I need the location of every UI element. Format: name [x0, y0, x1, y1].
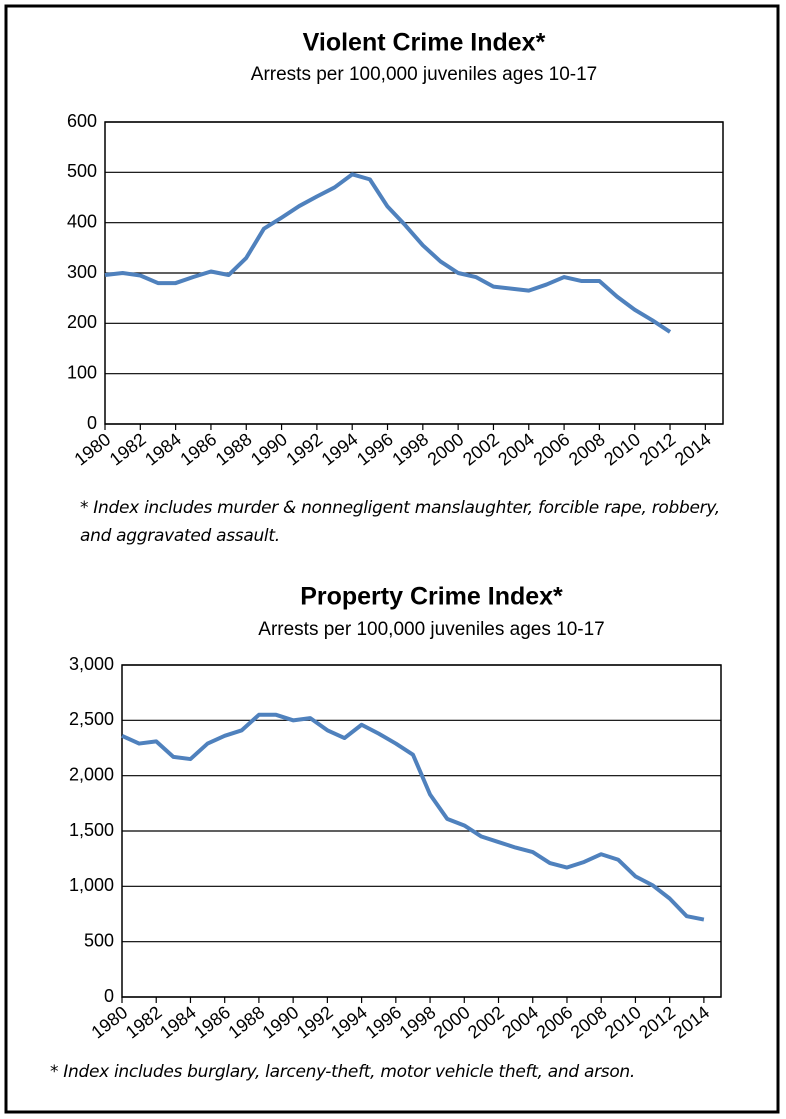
x-tick-label: 2006: [530, 429, 574, 469]
y-tick-label: 300: [67, 262, 97, 282]
x-tick-label: 1980: [88, 1002, 132, 1042]
y-tick-label: 500: [84, 930, 114, 950]
chart-title: Property Crime Index*: [300, 583, 563, 611]
x-tick-label: 1998: [396, 1002, 440, 1042]
plot-area: [104, 121, 724, 425]
x-tick-label: 1996: [353, 429, 397, 469]
chart-title: Violent Crime Index*: [303, 29, 546, 57]
frame: [4, 4, 780, 1114]
x-tick-label: 2000: [424, 429, 468, 469]
x-tick-label: 1984: [141, 429, 185, 469]
y-tick-label: 2,000: [69, 764, 114, 784]
x-tick-label: 1994: [327, 1002, 371, 1042]
x-tick-label: 1990: [247, 429, 291, 469]
x-tick-label: 1984: [156, 1002, 200, 1042]
chart-subtitle: Arrests per 100,000 juveniles ages 10-17: [258, 619, 604, 640]
x-tick-label: 1982: [122, 1002, 166, 1042]
chart-subtitle: Arrests per 100,000 juveniles ages 10-17: [251, 64, 597, 85]
y-tick-label: 500: [67, 161, 97, 181]
x-tick-label: 2006: [532, 1002, 576, 1042]
y-tick-label: 2,500: [69, 709, 114, 729]
x-tick-label: 1982: [106, 429, 150, 469]
footnote: * Index includes burglary, larceny-theft…: [50, 1062, 635, 1082]
x-tick-label: 2014: [671, 429, 715, 469]
x-tick-label: 2002: [464, 1002, 508, 1042]
x-tick-label: 1996: [361, 1002, 405, 1042]
plot-area: [121, 664, 722, 998]
y-tick-label: 3,000: [69, 654, 114, 674]
y-tick-label: 1,000: [69, 875, 114, 895]
y-tick-label: 400: [67, 211, 97, 231]
x-tick-label: 1992: [293, 1002, 337, 1042]
y-tick-label: 0: [87, 413, 97, 433]
x-tick-label: 2008: [565, 429, 609, 469]
x-tick-label: 2004: [498, 1002, 542, 1042]
data-line: [121, 712, 705, 922]
x-tick-label: 2012: [636, 429, 680, 469]
x-tick-label: 2000: [430, 1002, 474, 1042]
y-tick-label: 600: [67, 111, 97, 131]
x-tick-label: 2012: [635, 1002, 679, 1042]
x-tick-label: 2010: [600, 429, 644, 469]
x-tick-label: 2002: [459, 429, 503, 469]
y-tick-label: 1,500: [69, 820, 114, 840]
data-line: [104, 172, 672, 334]
x-tick-label: 2004: [494, 429, 538, 469]
x-tick-label: 2008: [567, 1002, 611, 1042]
x-tick-label: 2014: [669, 1002, 713, 1042]
x-tick-label: 1994: [318, 429, 362, 469]
x-tick-label: 1988: [224, 1002, 268, 1042]
footnote: * Index includes murder & nonnegligent m…: [80, 498, 720, 546]
x-tick-label: 1986: [176, 429, 220, 469]
x-tick-label: 1998: [388, 429, 432, 469]
y-tick-label: 100: [67, 362, 97, 382]
x-tick-label: 1986: [190, 1002, 234, 1042]
x-tick-label: 1980: [71, 429, 115, 469]
x-tick-label: 1990: [259, 1002, 303, 1042]
x-tick-label: 2010: [601, 1002, 645, 1042]
x-tick-label: 1988: [212, 429, 256, 469]
y-tick-label: 0: [104, 986, 114, 1006]
x-tick-label: 1992: [282, 429, 326, 469]
y-tick-label: 200: [67, 312, 97, 332]
